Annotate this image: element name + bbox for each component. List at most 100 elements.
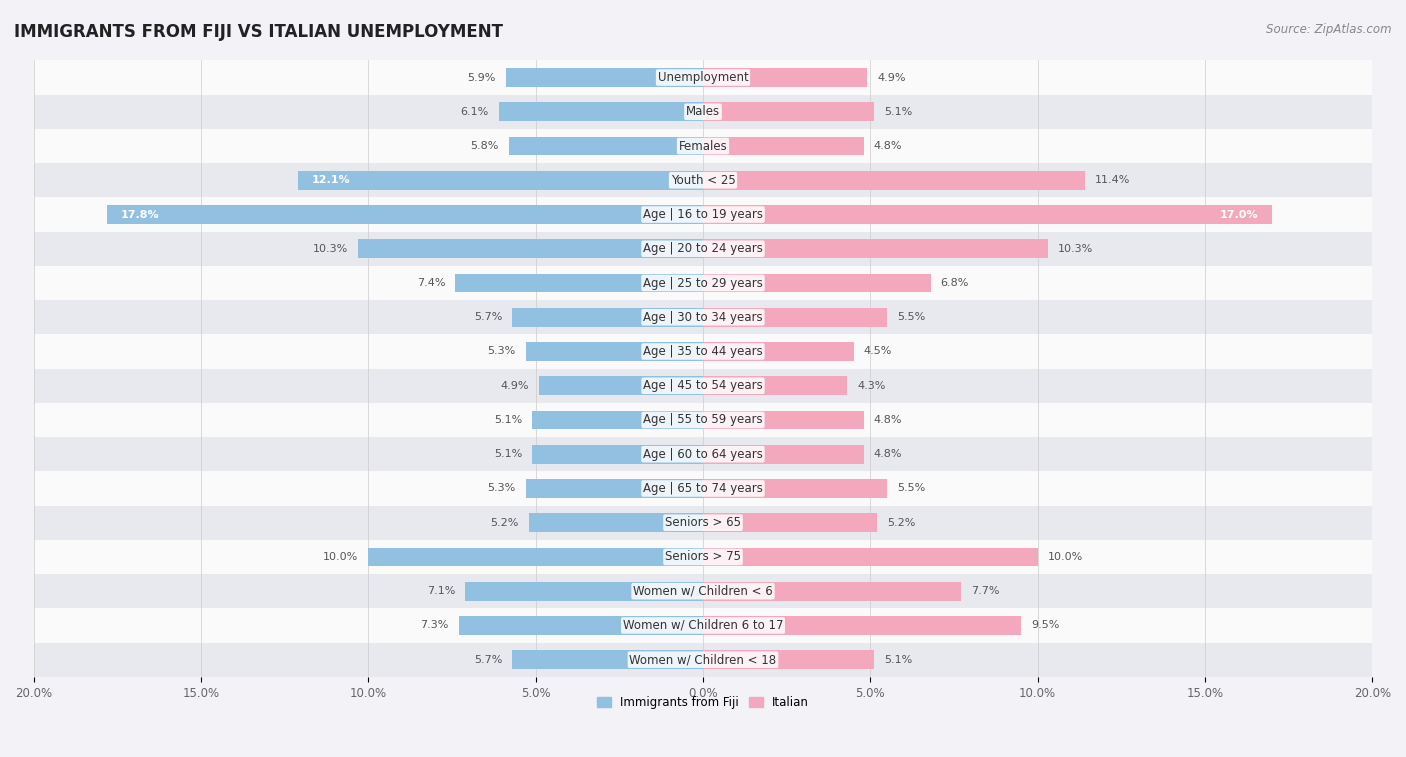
Text: 10.0%: 10.0% [1047, 552, 1083, 562]
Text: 5.8%: 5.8% [471, 141, 499, 151]
Bar [703, 239, 1047, 258]
Text: Age | 65 to 74 years: Age | 65 to 74 years [643, 482, 763, 495]
Bar [703, 616, 1021, 635]
Text: Age | 25 to 29 years: Age | 25 to 29 years [643, 276, 763, 289]
Bar [703, 547, 1038, 566]
Bar [703, 273, 931, 292]
Text: Age | 45 to 54 years: Age | 45 to 54 years [643, 379, 763, 392]
Bar [34, 335, 1372, 369]
Bar [526, 342, 703, 361]
Bar [512, 650, 703, 669]
Bar [512, 308, 703, 327]
Text: 12.1%: 12.1% [311, 176, 350, 185]
Text: Women w/ Children < 6: Women w/ Children < 6 [633, 584, 773, 598]
Bar [34, 95, 1372, 129]
Text: Age | 20 to 24 years: Age | 20 to 24 years [643, 242, 763, 255]
Bar [34, 540, 1372, 574]
Text: 17.0%: 17.0% [1220, 210, 1258, 220]
Text: 5.3%: 5.3% [488, 484, 516, 494]
Text: 5.7%: 5.7% [474, 655, 502, 665]
Text: 7.4%: 7.4% [416, 278, 446, 288]
Bar [465, 582, 703, 600]
Bar [703, 102, 873, 121]
Text: Age | 16 to 19 years: Age | 16 to 19 years [643, 208, 763, 221]
Text: 5.2%: 5.2% [887, 518, 915, 528]
Text: 6.8%: 6.8% [941, 278, 969, 288]
Bar [34, 232, 1372, 266]
Bar [703, 171, 1084, 190]
Bar [703, 582, 960, 600]
Bar [703, 205, 1272, 224]
Text: Age | 60 to 64 years: Age | 60 to 64 years [643, 447, 763, 461]
Text: Age | 30 to 34 years: Age | 30 to 34 years [643, 311, 763, 324]
Bar [34, 437, 1372, 472]
Text: IMMIGRANTS FROM FIJI VS ITALIAN UNEMPLOYMENT: IMMIGRANTS FROM FIJI VS ITALIAN UNEMPLOY… [14, 23, 503, 41]
Text: Source: ZipAtlas.com: Source: ZipAtlas.com [1267, 23, 1392, 36]
Text: 7.7%: 7.7% [970, 586, 1000, 597]
Text: Age | 55 to 59 years: Age | 55 to 59 years [643, 413, 763, 426]
Text: Youth < 25: Youth < 25 [671, 174, 735, 187]
Bar [703, 410, 863, 429]
Bar [34, 61, 1372, 95]
Text: Unemployment: Unemployment [658, 71, 748, 84]
Text: 9.5%: 9.5% [1031, 621, 1059, 631]
Text: 5.1%: 5.1% [494, 449, 522, 459]
Text: 5.5%: 5.5% [897, 484, 925, 494]
Text: Seniors > 65: Seniors > 65 [665, 516, 741, 529]
Bar [526, 479, 703, 498]
Bar [34, 266, 1372, 300]
Bar [533, 445, 703, 463]
Text: Males: Males [686, 105, 720, 118]
Bar [703, 445, 863, 463]
Bar [107, 205, 703, 224]
Text: Women w/ Children 6 to 17: Women w/ Children 6 to 17 [623, 619, 783, 632]
Text: 4.3%: 4.3% [858, 381, 886, 391]
Bar [34, 300, 1372, 335]
Bar [368, 547, 703, 566]
Bar [34, 129, 1372, 164]
Text: 5.7%: 5.7% [474, 312, 502, 322]
Bar [34, 643, 1372, 677]
Text: 7.1%: 7.1% [427, 586, 456, 597]
Text: Age | 35 to 44 years: Age | 35 to 44 years [643, 345, 763, 358]
Text: 5.9%: 5.9% [467, 73, 495, 83]
Text: 4.8%: 4.8% [873, 415, 903, 425]
Text: 5.5%: 5.5% [897, 312, 925, 322]
Text: 10.3%: 10.3% [1057, 244, 1092, 254]
Text: 4.9%: 4.9% [501, 381, 529, 391]
Text: 10.0%: 10.0% [323, 552, 359, 562]
Bar [456, 273, 703, 292]
Bar [34, 472, 1372, 506]
Text: 5.1%: 5.1% [884, 655, 912, 665]
Bar [533, 410, 703, 429]
Text: 7.3%: 7.3% [420, 621, 449, 631]
Text: 17.8%: 17.8% [121, 210, 159, 220]
Text: Women w/ Children < 18: Women w/ Children < 18 [630, 653, 776, 666]
Bar [34, 506, 1372, 540]
Bar [703, 136, 863, 155]
Text: 5.1%: 5.1% [884, 107, 912, 117]
Bar [34, 609, 1372, 643]
Text: 4.5%: 4.5% [863, 347, 891, 357]
Bar [34, 198, 1372, 232]
Bar [703, 342, 853, 361]
Text: Females: Females [679, 139, 727, 152]
Bar [34, 403, 1372, 437]
Text: Seniors > 75: Seniors > 75 [665, 550, 741, 563]
Bar [529, 513, 703, 532]
Bar [34, 164, 1372, 198]
Bar [506, 68, 703, 87]
Bar [509, 136, 703, 155]
Bar [703, 479, 887, 498]
Bar [538, 376, 703, 395]
Bar [703, 308, 887, 327]
Text: 11.4%: 11.4% [1095, 176, 1130, 185]
Bar [34, 369, 1372, 403]
Bar [703, 650, 873, 669]
Bar [499, 102, 703, 121]
Bar [34, 574, 1372, 609]
Text: 5.3%: 5.3% [488, 347, 516, 357]
Text: 4.8%: 4.8% [873, 141, 903, 151]
Text: 10.3%: 10.3% [314, 244, 349, 254]
Text: 5.2%: 5.2% [491, 518, 519, 528]
